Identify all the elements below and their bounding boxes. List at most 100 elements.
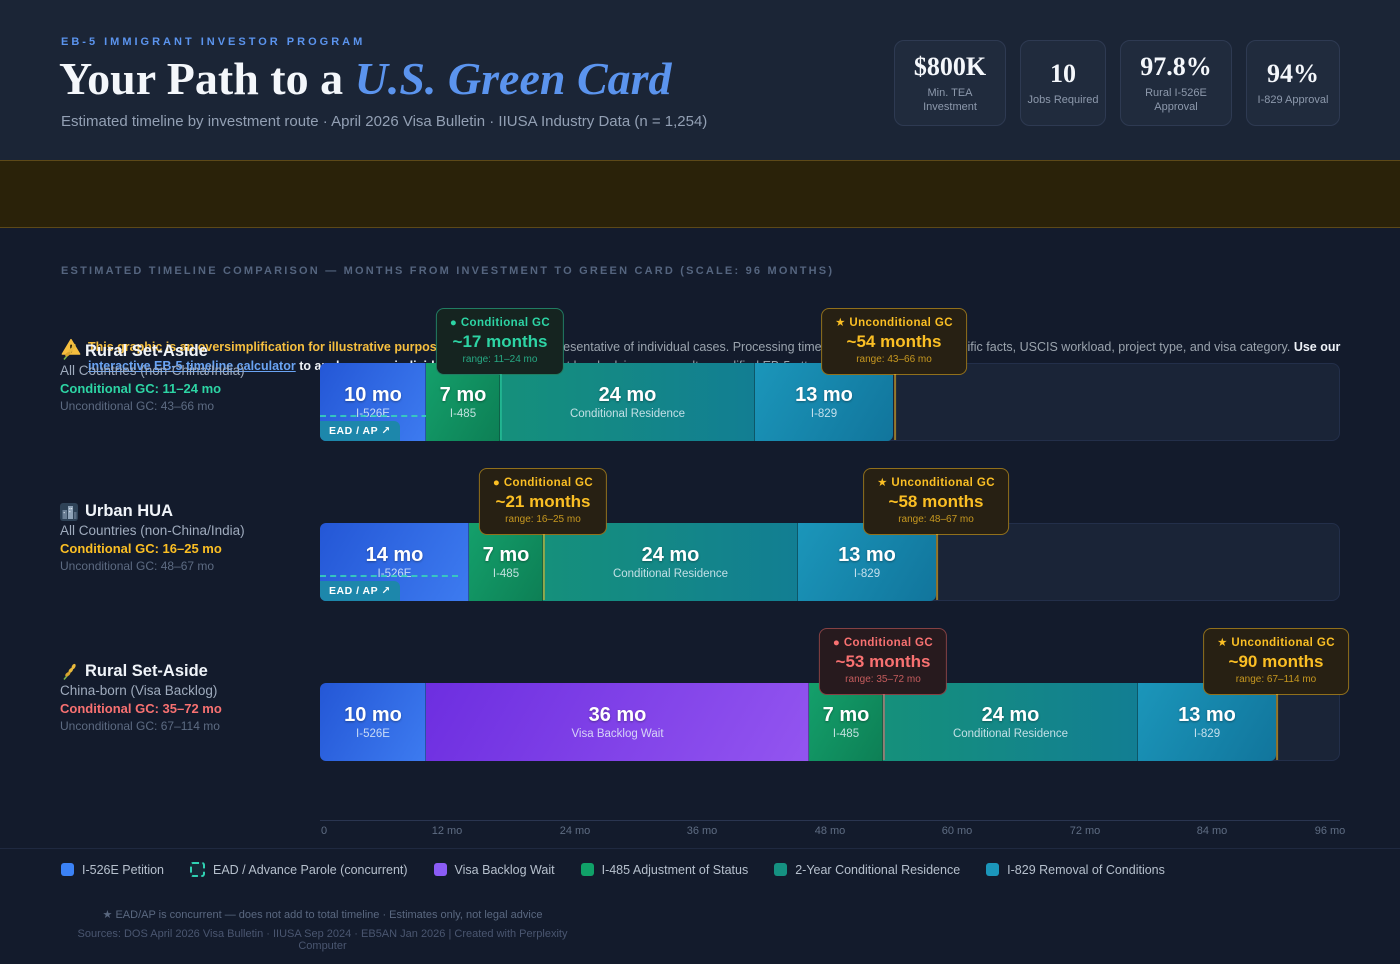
header: EB-5 IMMIGRANT INVESTOR PROGRAM Your Pat…: [0, 0, 1400, 160]
bar-label: I-526E: [377, 568, 412, 580]
callout-title: ● Conditional GC: [492, 477, 594, 489]
callout-range: range: 11–24 mo: [462, 354, 538, 365]
callout-value: ~54 months: [846, 332, 942, 351]
bar-value: 7 mo: [439, 384, 487, 406]
callout-title: ★ Unconditional GC: [1217, 637, 1335, 649]
row-label-urban: Urban HUA All Countries (non-China/India…: [60, 502, 315, 575]
bar-value: 24 mo: [641, 544, 700, 566]
row-population: China-born (Visa Backlog): [60, 683, 218, 698]
bar-i829: 13 mo I-829: [755, 363, 893, 441]
stat-card-i526e-approval: 97.8% Rural I-526E Approval: [1120, 40, 1232, 126]
stat-label: I-829 Approval: [1257, 93, 1329, 106]
legend-label: I-526E Petition: [82, 862, 164, 877]
eyebrow: EB-5 IMMIGRANT INVESTOR PROGRAM: [61, 36, 366, 48]
legend-item: Visa Backlog Wait: [433, 862, 555, 877]
stat-label: Rural I-526E Approval: [1145, 86, 1207, 113]
callout-title: ★ Unconditional GC: [835, 317, 953, 329]
bar-i485: 7 mo I-485: [426, 363, 500, 441]
title-prefix: Your Path to a: [59, 53, 355, 104]
bar-label: I-485: [449, 408, 477, 420]
row-conditional-range: Conditional GC: 35–72 mo: [60, 701, 222, 716]
title-highlight: U.S. Green Card: [354, 53, 672, 104]
x-axis-line: [320, 820, 1340, 821]
bar-label: Conditional Residence: [952, 728, 1069, 740]
legend-swatch-i526e: [61, 863, 74, 876]
timeline-row-urban: 14 mo I-526E EAD / AP ↗ 7 mo I-485 24 mo…: [320, 523, 1340, 601]
row-title-text: Urban HUA: [85, 502, 174, 520]
legend-item: EAD / Advance Parole (concurrent): [190, 862, 408, 877]
callout-title: ● Conditional GC: [832, 637, 934, 649]
legend-swatch-conditional-residence: [774, 863, 788, 876]
callout-connector: [499, 374, 502, 440]
timeline-row-rural-china: 10 mo I-526E 36 mo Visa Backlog Wait 7 m…: [320, 683, 1340, 761]
legend-item: I-829 Removal of Conditions: [986, 863, 1165, 877]
stat-label: Min. TEA Investment: [923, 86, 977, 113]
bar-value: 36 mo: [588, 704, 647, 726]
row-title: Rural Set-Aside: [60, 342, 315, 361]
bar-visa-backlog: 36 mo Visa Backlog Wait: [426, 683, 809, 761]
page-title: Your Path to a U.S. Green Card: [59, 52, 672, 105]
section-title: ESTIMATED TIMELINE COMPARISON — MONTHS F…: [61, 265, 835, 277]
callout-range: range: 35–72 mo: [845, 674, 921, 685]
sources: Sources: DOS April 2026 Visa Bulletin · …: [77, 928, 568, 952]
axis-tick: 12 mo: [431, 825, 463, 837]
bar-conditional-residence: 24 mo Conditional Residence: [500, 363, 755, 441]
axis-tick: 84 mo: [1196, 825, 1228, 837]
row-title-text: Rural Set-Aside: [85, 662, 208, 680]
bar-conditional-residence: 24 mo Conditional Residence: [883, 683, 1138, 761]
axis-tick: 0: [320, 825, 328, 837]
callout-unconditional-gc: ★ Unconditional GC ~58 months range: 48–…: [863, 468, 1009, 600]
callout-unconditional-gc: ★ Unconditional GC ~54 months range: 43–…: [821, 308, 967, 440]
ead-ap-badge: EAD / AP ↗: [320, 421, 400, 441]
bar-conditional-residence: 24 mo Conditional Residence: [543, 523, 798, 601]
row-label-rural: Rural Set-Aside All Countries (non-China…: [60, 342, 315, 415]
callout-connector: [894, 374, 896, 440]
bar-label: I-829: [1193, 728, 1221, 740]
legend: I-526E Petition EAD / Advance Parole (co…: [61, 862, 1165, 877]
callout-title: ● Conditional GC: [449, 317, 551, 329]
bar-value: 10 mo: [344, 704, 402, 726]
bar-i485: 7 mo I-485: [809, 683, 883, 761]
callout-connector: [542, 534, 545, 600]
bar-label: I-485: [832, 728, 860, 740]
bar-label: Visa Backlog Wait: [571, 728, 664, 740]
callout-title: ★ Unconditional GC: [877, 477, 995, 489]
row-conditional-range: Conditional GC: 11–24 mo: [60, 381, 222, 396]
callout-range: range: 67–114 mo: [1235, 674, 1317, 685]
row-unconditional-range: Unconditional GC: 48–67 mo: [60, 559, 215, 573]
legend-item: I-526E Petition: [61, 863, 164, 877]
bar-value: 13 mo: [1178, 704, 1236, 726]
stat-value: 94%: [1267, 58, 1319, 88]
axis-tick: 24 mo: [559, 825, 591, 837]
row-population: All Countries (non-China/India): [60, 363, 245, 378]
row-label-rural-china: Rural Set-Aside China-born (Visa Backlog…: [60, 662, 315, 735]
footer-divider: [0, 848, 1400, 849]
bar-label: I-829: [853, 568, 881, 580]
bar-i829: 13 mo I-829: [798, 523, 936, 601]
callout-conditional-gc: ● Conditional GC ~17 months range: 11–24…: [435, 308, 565, 440]
legend-item: I-485 Adjustment of Status: [580, 863, 748, 877]
legend-swatch-i829: [986, 863, 1000, 876]
bar-value: 7 mo: [482, 544, 530, 566]
row-title: Urban HUA: [60, 502, 315, 521]
bar-value: 24 mo: [598, 384, 657, 406]
bar-label: I-829: [810, 408, 838, 420]
stat-value: $800K: [913, 51, 987, 81]
legend-label: Visa Backlog Wait: [454, 862, 555, 877]
calculator-link[interactable]: interactive EB-5 timeline calculator: [88, 359, 296, 373]
callout-value: ~58 months: [888, 492, 984, 511]
legend-swatch-backlog: [433, 863, 447, 876]
wheat-icon: [63, 343, 76, 360]
axis-tick: 60 mo: [941, 825, 973, 837]
stat-value: 97.8%: [1140, 51, 1212, 81]
stat-card-investment: $800K Min. TEA Investment: [894, 40, 1006, 126]
axis-tick: 96 mo: [1314, 825, 1346, 837]
stat-card-jobs: 10 Jobs Required: [1020, 40, 1106, 126]
callout-range: range: 43–66 mo: [856, 354, 932, 365]
bar-i829: 13 mo I-829: [1138, 683, 1276, 761]
disclaimer-bold: This graphic is an oversimplification fo…: [88, 340, 480, 354]
legend-item: 2-Year Conditional Residence: [774, 863, 960, 877]
row-unconditional-range: Unconditional GC: 43–66 mo: [60, 399, 215, 413]
ead-dashed-line: [320, 415, 458, 417]
bar-label: Conditional Residence: [569, 408, 686, 420]
